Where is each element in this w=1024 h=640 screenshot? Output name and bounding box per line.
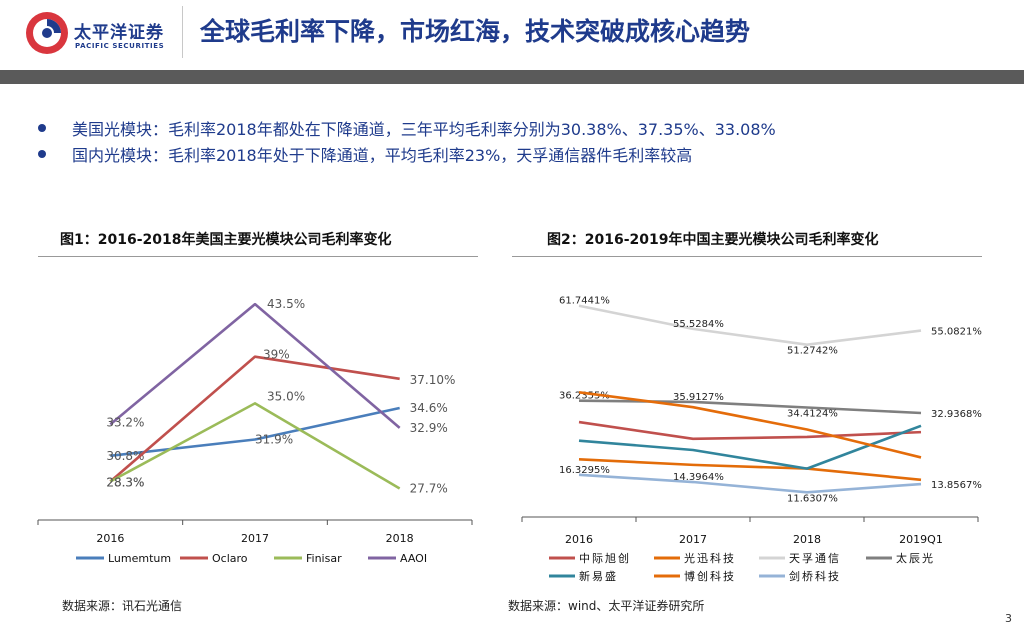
logo-icon xyxy=(26,12,68,54)
data-label: 36.2355% xyxy=(559,391,610,402)
legend-label: 天孚通信 xyxy=(789,552,841,565)
x-tick-label: 2018 xyxy=(386,532,414,545)
series-line xyxy=(578,457,922,482)
header-divider xyxy=(182,6,183,58)
legend-label: 太辰光 xyxy=(896,551,935,565)
data-label: 61.7441% xyxy=(559,296,610,307)
bullet-dot xyxy=(38,150,46,158)
x-tick-label: 2017 xyxy=(241,532,269,545)
series-line xyxy=(578,424,922,470)
header-bar xyxy=(0,70,1024,84)
figure2-chart: 2016 2017 2018 2019Q1 61.7441% 55.5284% 51.274… xyxy=(521,296,982,583)
bullet-text: 美国光模块：毛利率2018年都处在下降通道，三年平均毛利率分别为30.38%、3… xyxy=(72,120,776,139)
bullet-list: 美国光模块：毛利率2018年都处在下降通道，三年平均毛利率分别为30.38%、3… xyxy=(38,115,998,167)
bullet-item: 美国光模块：毛利率2018年都处在下降通道，三年平均毛利率分别为30.38%、3… xyxy=(38,115,998,141)
data-label: 43.5% xyxy=(267,297,305,311)
legend-label: 新易盛 xyxy=(579,569,618,583)
legend-label: Lumemtum xyxy=(108,552,171,565)
data-label: 31.9% xyxy=(255,433,293,447)
data-label: 27.7% xyxy=(410,482,448,496)
data-label: 11.6307% xyxy=(787,493,838,504)
series-line-oclaro xyxy=(109,355,400,483)
logo-chinese-name: 太平洋证券 xyxy=(74,23,164,43)
data-label: 13.8567% xyxy=(931,480,982,491)
figure2-source: 数据来源：wind、太平洋证券研究所 xyxy=(508,599,705,613)
bullet-item: 国内光模块：毛利率2018年处于下降通道，平均毛利率23%，天孚通信器件毛利率较… xyxy=(38,141,998,167)
bullet-dot xyxy=(38,124,46,132)
header: 太平洋证券 PACIFIC SECURITIES 全球毛利率下降，市场红海，技术… xyxy=(0,0,1024,70)
legend-label: Finisar xyxy=(306,552,342,565)
figure1-title: 图1：2016-2018年美国主要光模块公司毛利率变化 xyxy=(60,232,392,248)
x-tick-label: 2018 xyxy=(793,533,821,546)
data-label: 55.0821% xyxy=(931,327,982,338)
figure2-title: 图2：2016-2019年中国主要光模块公司毛利率变化 xyxy=(547,232,879,248)
page-title: 全球毛利率下降，市场红海，技术突破成核心趋势 xyxy=(200,17,751,46)
data-label: 28.3% xyxy=(106,476,144,490)
figure1-source: 数据来源：讯石光通信 xyxy=(62,599,183,613)
data-label: 35.0% xyxy=(267,389,305,403)
data-label: 55.5284% xyxy=(673,319,724,330)
series-line-lumemtum xyxy=(110,406,400,458)
data-label: 32.9368% xyxy=(931,409,982,420)
legend-label: 中际旭创 xyxy=(579,551,631,565)
data-label: 16.3295% xyxy=(559,465,610,476)
figure1-chart: 2016 2017 201830.8%31.9%34.6%28.3%39%37.10… xyxy=(37,297,473,565)
data-label: 51.2742% xyxy=(787,346,838,357)
logo-english-name: PACIFIC SECURITIES xyxy=(75,42,165,50)
series-line xyxy=(578,473,922,494)
series-line xyxy=(578,304,922,347)
series-line-finisar xyxy=(109,402,401,490)
series-line xyxy=(578,420,922,441)
x-tick-label: 2017 xyxy=(679,533,707,546)
data-label: 32.9% xyxy=(410,421,448,435)
x-tick-label: 2019Q1 xyxy=(899,533,943,546)
data-label: 33.2% xyxy=(106,415,144,429)
figure1-rule xyxy=(38,256,478,257)
data-label: 34.4124% xyxy=(787,408,838,419)
series-line xyxy=(578,399,922,415)
legend-label: 剑桥科技 xyxy=(789,569,841,583)
x-tick-label: 2016 xyxy=(565,533,593,546)
series-line xyxy=(578,390,922,459)
series-line-aaoi xyxy=(109,302,401,429)
data-label: 37.10% xyxy=(410,373,456,387)
legend-label: Oclaro xyxy=(212,552,248,565)
data-label: 39% xyxy=(263,348,290,362)
legend-label: 光迅科技 xyxy=(684,551,736,565)
legend-label: 博创科技 xyxy=(684,569,736,583)
data-label: 34.6% xyxy=(410,401,448,415)
legend-label: AAOI xyxy=(400,552,427,565)
page-number: 3 xyxy=(1005,612,1012,625)
bullet-text: 国内光模块：毛利率2018年处于下降通道，平均毛利率23%，天孚通信器件毛利率较… xyxy=(72,146,693,165)
data-label: 35.9127% xyxy=(673,392,724,403)
x-tick-label: 2016 xyxy=(96,532,124,545)
company-logo: 太平洋证券 PACIFIC SECURITIES xyxy=(24,8,184,60)
data-label: 14.3964% xyxy=(673,472,724,483)
figure2-rule xyxy=(512,256,982,257)
